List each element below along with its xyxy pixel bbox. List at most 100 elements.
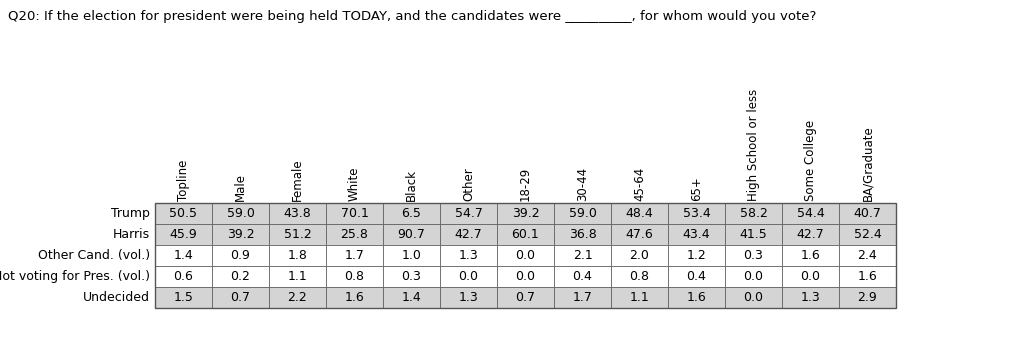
Text: 65+: 65+	[690, 176, 703, 201]
Text: Topline: Topline	[177, 160, 190, 201]
Text: 1.6: 1.6	[801, 249, 820, 262]
Bar	[839, 266, 896, 287]
Bar	[611, 245, 668, 266]
Bar	[554, 245, 611, 266]
Text: BA/Graduate: BA/Graduate	[861, 125, 874, 201]
Bar	[155, 287, 212, 308]
Text: Undecided: Undecided	[83, 291, 150, 304]
Text: 0.3: 0.3	[401, 270, 422, 283]
Text: 0.0: 0.0	[515, 270, 536, 283]
Text: 39.2: 39.2	[226, 228, 254, 241]
Bar	[725, 224, 782, 245]
Text: 1.0: 1.0	[401, 249, 422, 262]
Bar	[440, 224, 497, 245]
Bar	[383, 203, 440, 224]
Bar	[668, 266, 725, 287]
Bar	[611, 287, 668, 308]
Text: 1.6: 1.6	[687, 291, 707, 304]
Text: 0.4: 0.4	[686, 270, 707, 283]
Text: Harris: Harris	[113, 228, 150, 241]
Text: Other Cand. (vol.): Other Cand. (vol.)	[38, 249, 150, 262]
Text: 53.4: 53.4	[683, 207, 711, 220]
Bar	[155, 203, 896, 308]
Text: 39.2: 39.2	[512, 207, 540, 220]
Text: 25.8: 25.8	[341, 228, 369, 241]
Text: 1.6: 1.6	[858, 270, 878, 283]
Text: 41.5: 41.5	[739, 228, 767, 241]
Text: 0.4: 0.4	[572, 270, 593, 283]
Text: 52.4: 52.4	[854, 228, 882, 241]
Text: Male: Male	[234, 173, 247, 201]
Text: 0.0: 0.0	[743, 291, 764, 304]
Bar	[554, 287, 611, 308]
Text: 45.9: 45.9	[170, 228, 198, 241]
Text: 43.8: 43.8	[284, 207, 311, 220]
Text: 42.7: 42.7	[455, 228, 482, 241]
Bar	[326, 203, 383, 224]
Text: 0.0: 0.0	[743, 270, 764, 283]
Bar	[782, 266, 839, 287]
Text: 1.2: 1.2	[687, 249, 707, 262]
Bar	[668, 287, 725, 308]
Text: 40.7: 40.7	[854, 207, 882, 220]
Bar	[782, 287, 839, 308]
Text: Not voting for Pres. (vol.): Not voting for Pres. (vol.)	[0, 270, 150, 283]
Text: 1.4: 1.4	[174, 249, 194, 262]
Bar	[554, 266, 611, 287]
Bar	[611, 203, 668, 224]
Text: 0.7: 0.7	[230, 291, 251, 304]
Bar	[725, 245, 782, 266]
Bar	[383, 266, 440, 287]
Text: 0.0: 0.0	[515, 249, 536, 262]
Bar	[155, 203, 212, 224]
Bar	[326, 266, 383, 287]
Bar	[383, 224, 440, 245]
Text: 18-29: 18-29	[519, 167, 532, 201]
Bar	[611, 224, 668, 245]
Text: White: White	[348, 167, 361, 201]
Bar	[155, 266, 212, 287]
Text: 0.3: 0.3	[743, 249, 764, 262]
Text: Trump: Trump	[112, 207, 150, 220]
Text: 1.6: 1.6	[345, 291, 365, 304]
Bar	[155, 245, 212, 266]
Bar	[725, 287, 782, 308]
Text: 1.3: 1.3	[801, 291, 820, 304]
Bar	[839, 287, 896, 308]
Bar	[782, 203, 839, 224]
Bar	[440, 287, 497, 308]
Bar	[497, 287, 554, 308]
Text: Black: Black	[406, 169, 418, 201]
Text: 30-44: 30-44	[575, 167, 589, 201]
Bar	[269, 287, 326, 308]
Bar	[497, 245, 554, 266]
Bar	[611, 266, 668, 287]
Text: 0.0: 0.0	[459, 270, 478, 283]
Text: 36.8: 36.8	[568, 228, 596, 241]
Text: 50.5: 50.5	[170, 207, 198, 220]
Text: 1.4: 1.4	[401, 291, 421, 304]
Text: 2.4: 2.4	[858, 249, 878, 262]
Text: 0.2: 0.2	[230, 270, 251, 283]
Text: 1.1: 1.1	[288, 270, 307, 283]
Text: 2.9: 2.9	[858, 291, 878, 304]
Bar	[383, 287, 440, 308]
Bar	[668, 203, 725, 224]
Bar	[269, 266, 326, 287]
Text: Some College: Some College	[804, 120, 817, 201]
Bar	[497, 203, 554, 224]
Text: 2.0: 2.0	[630, 249, 649, 262]
Text: 70.1: 70.1	[341, 207, 369, 220]
Text: 45-64: 45-64	[633, 167, 646, 201]
Text: 60.1: 60.1	[512, 228, 540, 241]
Bar	[269, 224, 326, 245]
Text: 1.8: 1.8	[288, 249, 307, 262]
Text: 1.7: 1.7	[572, 291, 593, 304]
Bar	[326, 224, 383, 245]
Text: 59.0: 59.0	[568, 207, 596, 220]
Bar	[440, 203, 497, 224]
Text: 47.6: 47.6	[626, 228, 653, 241]
Text: 54.7: 54.7	[455, 207, 482, 220]
Text: 42.7: 42.7	[797, 228, 824, 241]
Text: 58.2: 58.2	[739, 207, 767, 220]
